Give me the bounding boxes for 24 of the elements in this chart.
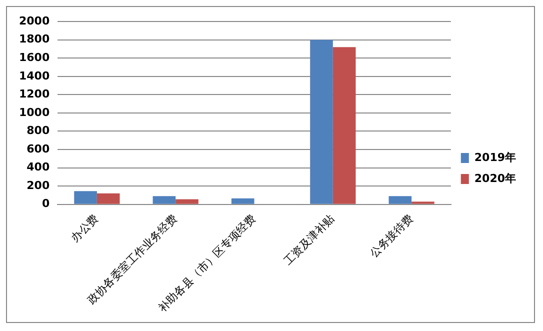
y-tick-label: 1400 <box>18 69 50 82</box>
x-tick-label: 办公费 <box>68 212 102 244</box>
bar <box>231 198 254 204</box>
y-tick-label: 1000 <box>18 106 50 119</box>
legend-label: 2020年 <box>474 172 516 185</box>
bar <box>96 193 120 204</box>
bar <box>176 199 198 204</box>
bar <box>310 40 333 204</box>
y-tick-label: 1200 <box>18 88 50 101</box>
y-tick-label: 0 <box>42 197 50 210</box>
y-tick-label: 2000 <box>18 14 50 28</box>
y-tick-label: 200 <box>26 178 50 192</box>
bar <box>74 191 97 204</box>
x-tick-label: 工资及津补贴 <box>281 212 338 268</box>
y-tick-label: 600 <box>26 142 50 156</box>
bar <box>152 196 176 204</box>
y-tick-label: 400 <box>26 160 50 174</box>
legend-label: 2019年 <box>474 150 516 164</box>
y-tick-label: 1800 <box>18 32 50 46</box>
y-tick-label: 800 <box>26 124 50 138</box>
bar <box>388 196 412 204</box>
y-tick-label: 1600 <box>18 51 50 64</box>
x-tick-label: 公务接待费 <box>368 212 416 260</box>
bar <box>332 47 356 204</box>
